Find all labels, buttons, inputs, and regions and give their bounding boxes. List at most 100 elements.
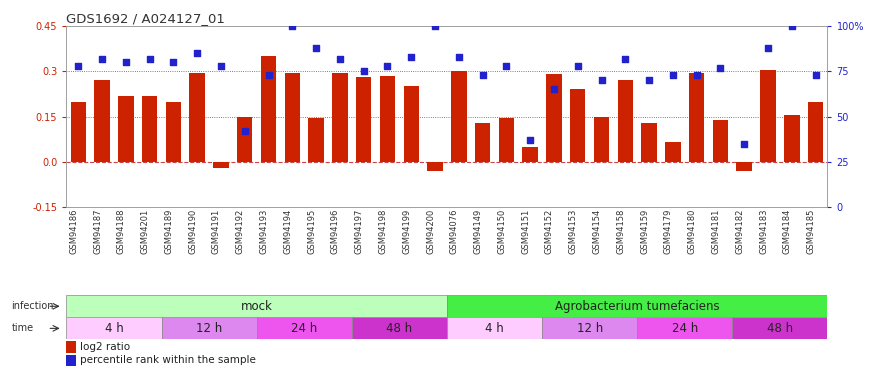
Text: 12 h: 12 h (576, 322, 603, 335)
Bar (380, 76, 396, 162)
Bar (285, 73, 300, 162)
Point (71, 63, 85, 69)
Bar (165, 102, 181, 162)
Text: GSM94190: GSM94190 (189, 209, 197, 254)
Text: GSM94179: GSM94179 (664, 209, 673, 254)
Point (214, 63, 228, 69)
Text: GSM94182: GSM94182 (735, 209, 744, 254)
Bar (542, 317, 637, 339)
Text: GSM94153: GSM94153 (569, 209, 578, 254)
Bar (332, 73, 348, 162)
Bar (475, 123, 490, 162)
Point (713, 65, 727, 71)
Point (523, 137, 537, 143)
Point (642, 78, 656, 84)
Bar (447, 295, 827, 317)
Point (381, 63, 395, 69)
Text: GSM94151: GSM94151 (521, 209, 530, 254)
Text: 4 h: 4 h (485, 322, 504, 335)
Text: GSM94197: GSM94197 (355, 209, 364, 254)
Text: GSM94201: GSM94201 (141, 209, 150, 254)
Text: GSM94076: GSM94076 (450, 209, 458, 254)
Bar (736, 162, 752, 171)
Point (499, 63, 513, 69)
Text: GSM94185: GSM94185 (806, 209, 816, 254)
Bar (808, 102, 823, 162)
Text: GSM94150: GSM94150 (497, 209, 506, 254)
Bar (95, 81, 110, 162)
Bar (689, 73, 704, 162)
Text: GSM94187: GSM94187 (93, 209, 102, 254)
Text: GSM94186: GSM94186 (69, 209, 78, 254)
Point (666, 72, 680, 78)
Bar (637, 317, 733, 339)
Text: GSM94181: GSM94181 (712, 209, 720, 254)
Point (404, 54, 419, 60)
Point (595, 78, 609, 84)
Bar (594, 117, 609, 162)
Text: GSM94194: GSM94194 (283, 209, 292, 254)
Bar (712, 120, 728, 162)
Point (190, 50, 204, 56)
Bar (784, 115, 799, 162)
Bar (66, 295, 447, 317)
Text: 48 h: 48 h (766, 322, 793, 335)
Text: GSM94152: GSM94152 (545, 209, 554, 254)
Text: GSM94196: GSM94196 (331, 209, 340, 254)
Point (689, 72, 704, 78)
Text: GSM94189: GSM94189 (165, 209, 173, 254)
Point (475, 72, 489, 78)
Bar (66, 355, 76, 366)
Text: log2 ratio: log2 ratio (80, 342, 130, 352)
Bar (451, 71, 466, 162)
Point (451, 54, 466, 60)
Text: percentile rank within the sample: percentile rank within the sample (80, 356, 256, 366)
Bar (66, 317, 161, 339)
Point (333, 56, 347, 62)
Point (166, 59, 181, 65)
Bar (522, 147, 538, 162)
Text: GSM94198: GSM94198 (379, 209, 388, 254)
Point (95, 56, 109, 62)
Bar (760, 70, 776, 162)
Point (619, 56, 633, 62)
Text: GSM94158: GSM94158 (616, 209, 626, 254)
Bar (733, 317, 827, 339)
Text: GSM94193: GSM94193 (259, 209, 268, 254)
Text: 4 h: 4 h (104, 322, 123, 335)
Bar (257, 317, 351, 339)
Bar (261, 56, 276, 162)
Bar (356, 78, 372, 162)
Point (285, 23, 299, 29)
Bar (642, 123, 657, 162)
Text: GSM94200: GSM94200 (426, 209, 435, 254)
Text: GSM94180: GSM94180 (688, 209, 696, 254)
Bar (308, 118, 324, 162)
Bar (161, 317, 257, 339)
Bar (66, 341, 76, 353)
Text: GSM94149: GSM94149 (473, 209, 482, 254)
Bar (447, 317, 542, 339)
Bar (71, 102, 86, 162)
Point (547, 87, 561, 93)
Text: GSM94195: GSM94195 (307, 209, 316, 254)
Text: infection: infection (12, 301, 54, 311)
Point (785, 23, 799, 29)
Point (119, 59, 133, 65)
Text: GSM94188: GSM94188 (117, 209, 126, 254)
Point (142, 56, 157, 62)
Bar (237, 117, 252, 162)
Bar (427, 162, 442, 171)
Bar (570, 90, 586, 162)
Text: GSM94191: GSM94191 (212, 209, 221, 254)
Text: GSM94183: GSM94183 (759, 209, 768, 254)
Bar (666, 142, 681, 162)
Text: time: time (12, 323, 34, 333)
Bar (618, 81, 633, 162)
Text: GSM94159: GSM94159 (640, 209, 649, 254)
Point (261, 72, 275, 78)
Text: GSM94192: GSM94192 (235, 209, 245, 254)
Text: 48 h: 48 h (386, 322, 412, 335)
Point (428, 23, 442, 29)
Bar (189, 73, 205, 162)
